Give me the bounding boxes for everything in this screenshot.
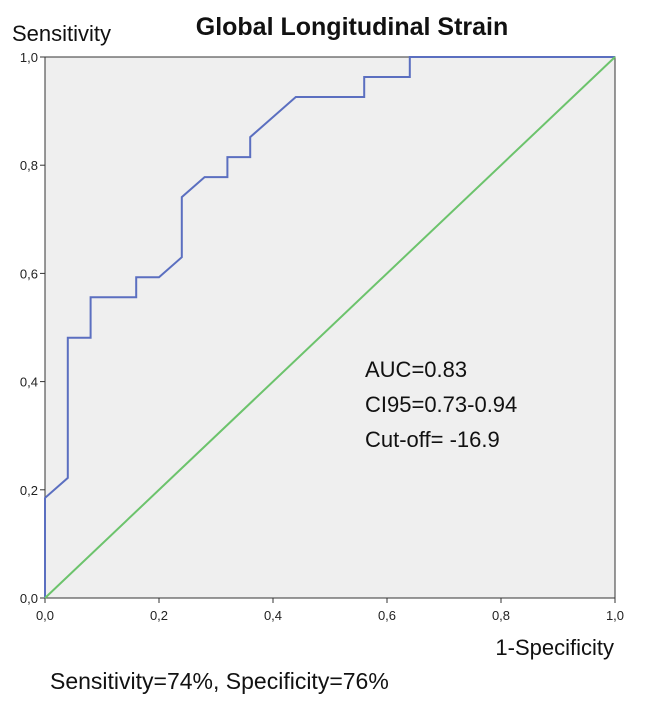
y-tick-label: 1,0 (20, 50, 38, 65)
y-tick-label: 0,0 (20, 591, 38, 606)
chart-title: Global Longitudinal Strain (196, 13, 509, 41)
y-tick-label: 0,2 (20, 483, 38, 498)
y-tick-label: 0,6 (20, 266, 38, 281)
reference-diagonal (44, 56, 616, 599)
x-tick-label: 0,8 (492, 608, 510, 623)
x-axis-label: 1-Specificity (495, 635, 614, 660)
y-axis-label: Sensitivity (12, 21, 111, 46)
annotation-auc: AUC=0.83 (365, 357, 467, 382)
annotation-cutoff: Cut-off= -16.9 (365, 427, 500, 452)
x-tick-label: 0,0 (36, 608, 54, 623)
x-tick-label: 0,6 (378, 608, 396, 623)
y-tick-label: 0,8 (20, 158, 38, 173)
x-tick-label: 1,0 (606, 608, 624, 623)
x-tick-label: 0,2 (150, 608, 168, 623)
roc-curve (44, 56, 615, 598)
annotation-ci95: CI95=0.73-0.94 (365, 392, 517, 417)
footer-stats: Sensitivity=74%, Specificity=76% (50, 668, 389, 694)
y-tick-label: 0,4 (20, 375, 38, 390)
x-tick-label: 0,4 (264, 608, 282, 623)
